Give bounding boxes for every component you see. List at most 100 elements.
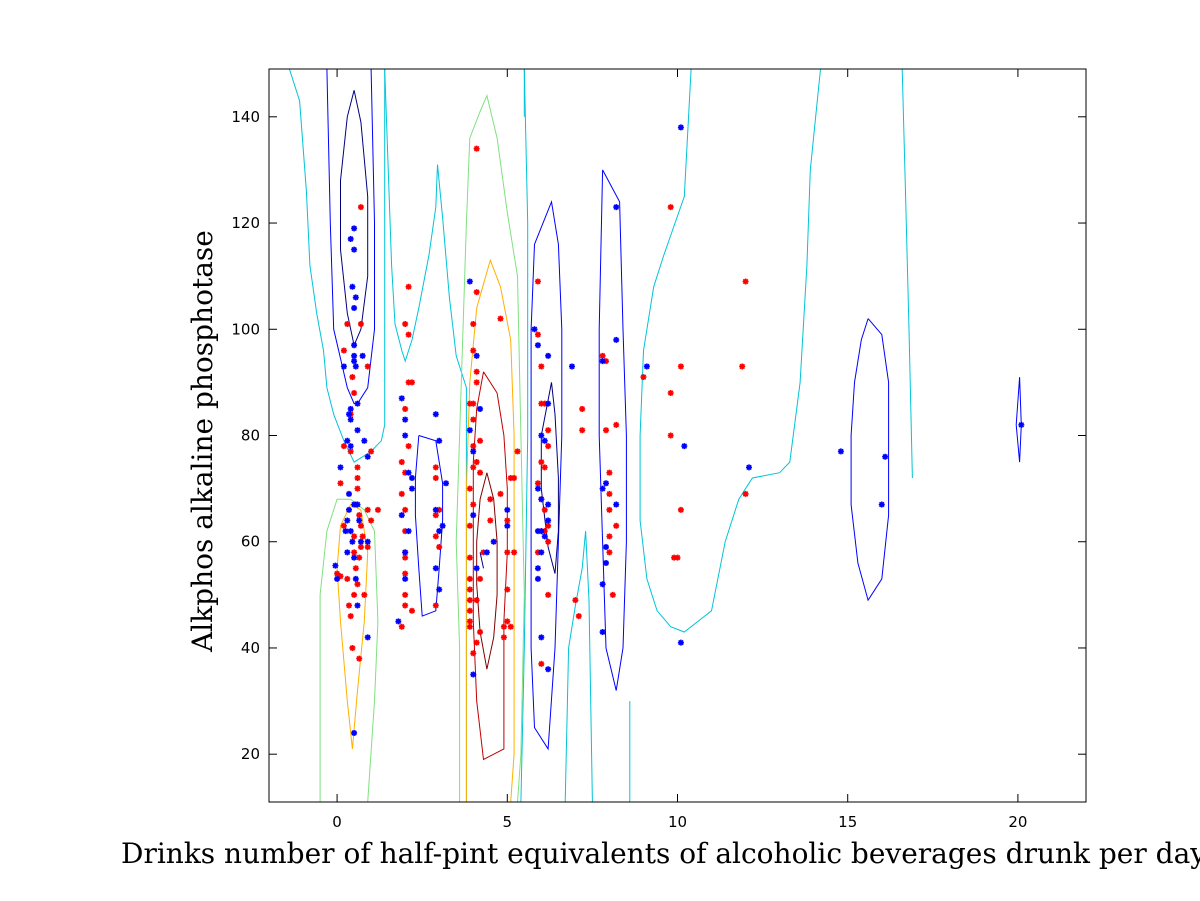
data-point xyxy=(402,528,409,535)
data-point xyxy=(364,538,371,545)
data-point xyxy=(436,544,443,551)
data-point xyxy=(575,613,582,620)
data-point xyxy=(345,490,352,497)
data-point xyxy=(677,124,684,131)
data-point xyxy=(364,544,371,551)
data-point xyxy=(357,544,364,551)
data-point xyxy=(351,358,358,365)
data-point xyxy=(470,650,477,657)
data-point xyxy=(436,506,443,513)
y-tick-label: 20 xyxy=(241,745,260,763)
data-point xyxy=(606,469,613,476)
data-point xyxy=(477,469,484,476)
x-tick-label: 0 xyxy=(332,813,342,831)
data-point xyxy=(599,485,606,492)
data-point xyxy=(531,326,538,333)
y-tick-label: 120 xyxy=(231,214,260,232)
y-tick-label: 60 xyxy=(241,533,260,551)
contour-line xyxy=(564,531,593,803)
data-point xyxy=(340,443,347,450)
data-point xyxy=(545,666,552,673)
data-point xyxy=(347,416,354,423)
data-point xyxy=(356,517,363,524)
data-point xyxy=(545,501,552,508)
data-point xyxy=(432,533,439,540)
data-point xyxy=(671,554,678,561)
data-point xyxy=(466,427,473,434)
data-point xyxy=(667,204,674,211)
ticks-layer: 0 5 10 15 20 20 40 60 80 100 120 140 xyxy=(231,69,1086,831)
y-tick-label: 100 xyxy=(231,320,260,338)
data-point xyxy=(359,533,366,540)
data-point xyxy=(347,613,354,620)
data-point xyxy=(354,581,361,588)
data-point xyxy=(344,437,351,444)
data-point xyxy=(473,289,480,296)
points-layer xyxy=(332,124,1025,736)
data-point xyxy=(351,554,358,561)
data-point xyxy=(514,448,521,455)
data-point xyxy=(466,607,473,614)
data-point xyxy=(357,538,364,545)
data-point xyxy=(487,496,494,503)
data-point xyxy=(342,528,349,535)
data-point xyxy=(470,671,477,678)
data-point xyxy=(603,559,610,566)
data-point xyxy=(504,586,511,593)
data-point xyxy=(477,437,484,444)
x-tick-label: 20 xyxy=(1008,813,1027,831)
data-point xyxy=(398,395,405,402)
data-point xyxy=(466,618,473,625)
data-point xyxy=(347,443,354,450)
data-point xyxy=(436,586,443,593)
data-point xyxy=(538,363,545,370)
data-point xyxy=(504,549,511,556)
data-point xyxy=(354,485,361,492)
data-point xyxy=(613,501,620,508)
data-point xyxy=(1018,421,1025,428)
data-point xyxy=(609,591,616,598)
data-point xyxy=(545,443,552,450)
data-point xyxy=(402,416,409,423)
data-point xyxy=(511,549,518,556)
data-point xyxy=(742,490,749,497)
data-point xyxy=(599,581,606,588)
data-point xyxy=(473,145,480,152)
data-point xyxy=(351,533,358,540)
data-point xyxy=(432,506,439,513)
data-point xyxy=(408,485,415,492)
data-point xyxy=(436,528,443,535)
data-point xyxy=(473,597,480,604)
data-point xyxy=(470,443,477,450)
data-point xyxy=(345,506,352,513)
data-point xyxy=(349,283,356,290)
data-point xyxy=(466,575,473,582)
x-tick-label: 10 xyxy=(668,813,687,831)
data-point xyxy=(402,506,409,513)
contour-line xyxy=(288,68,386,463)
data-point xyxy=(487,517,494,524)
data-point xyxy=(507,623,514,630)
data-point xyxy=(545,517,552,524)
data-point xyxy=(497,315,504,322)
contour-line xyxy=(598,169,627,691)
data-point xyxy=(613,336,620,343)
data-point xyxy=(354,501,361,508)
data-point xyxy=(402,549,409,556)
data-point xyxy=(640,374,647,381)
data-point xyxy=(572,597,579,604)
data-point xyxy=(882,453,889,460)
data-point xyxy=(405,331,412,338)
data-point xyxy=(405,379,412,386)
data-point xyxy=(473,565,480,572)
data-point xyxy=(334,570,341,577)
data-point xyxy=(473,459,480,466)
data-point xyxy=(470,416,477,423)
data-point xyxy=(739,363,746,370)
data-point xyxy=(534,549,541,556)
data-point xyxy=(599,358,606,365)
data-point xyxy=(351,501,358,508)
data-point xyxy=(354,400,361,407)
data-point xyxy=(344,549,351,556)
data-point xyxy=(466,586,473,593)
